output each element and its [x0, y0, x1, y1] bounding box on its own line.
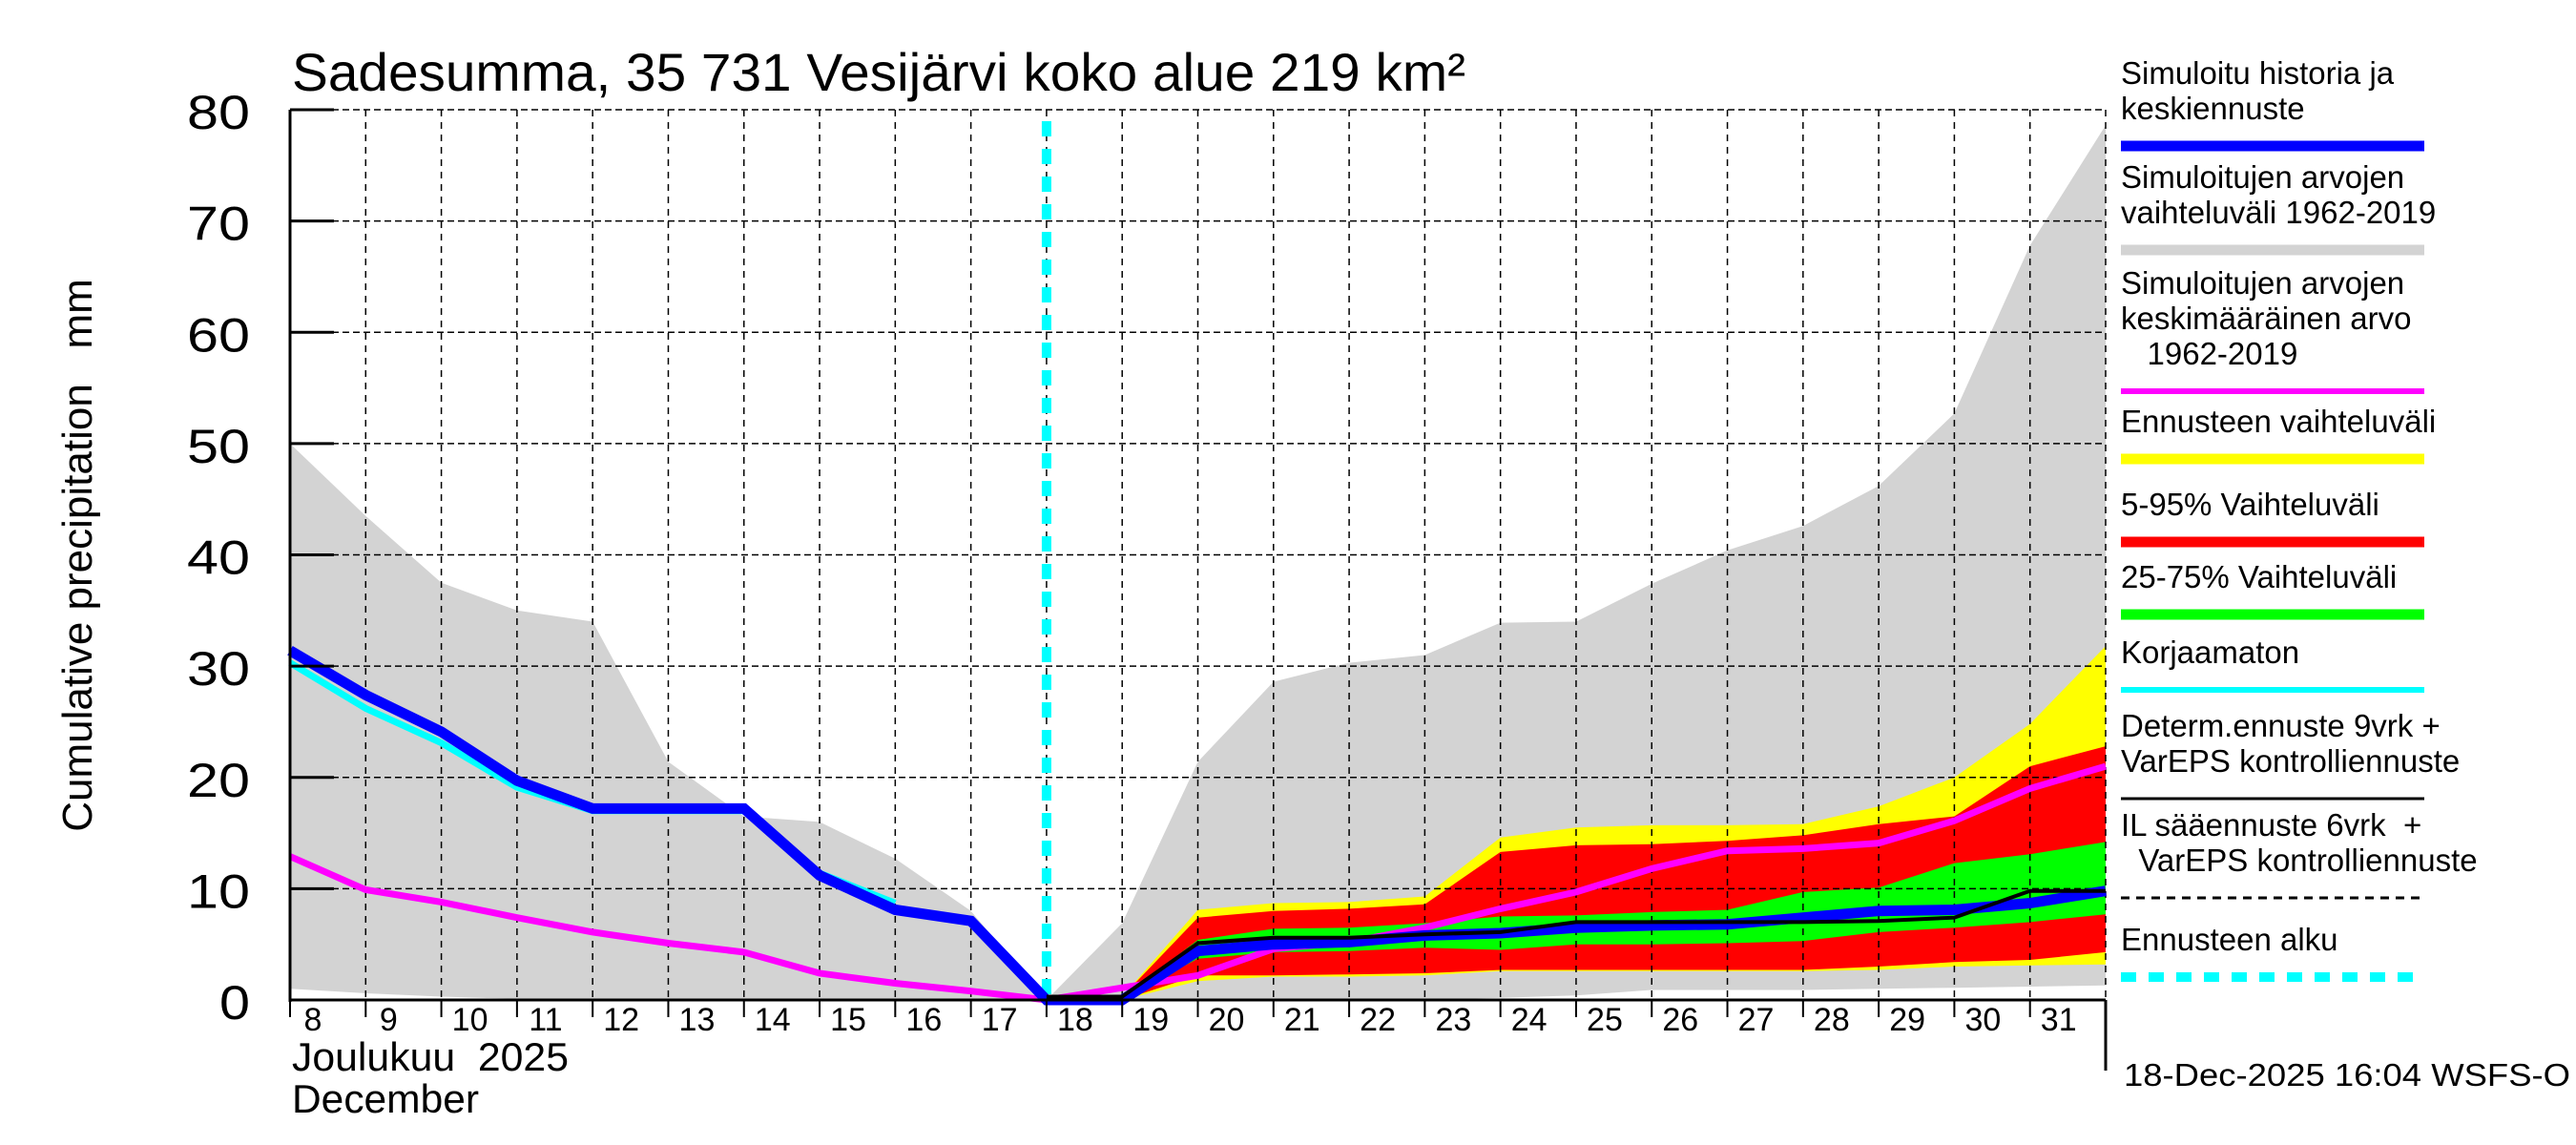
legend-label: Ennusteen alku: [2121, 922, 2338, 957]
x-tick-label: 15: [830, 1002, 866, 1038]
x-tick-label: 11: [529, 1002, 562, 1038]
timestamp: 18-Dec-2025 16:04 WSFS-O: [2124, 1057, 2570, 1093]
x-tick-label: 24: [1511, 1002, 1548, 1038]
y-tick-label: 30: [187, 642, 250, 696]
legend-label: keskiennuste: [2121, 91, 2305, 126]
x-tick-label: 26: [1662, 1002, 1698, 1038]
x-tick-label: 21: [1284, 1002, 1320, 1038]
legend-label: Simuloitujen arvojen: [2121, 265, 2404, 301]
legend: Simuloitu historia jakeskiennusteSimuloi…: [2121, 55, 2478, 982]
legend-item: IL sääennuste 6vrk + VarEPS kontrollienn…: [2121, 807, 2478, 900]
x-tick-label: 25: [1587, 1002, 1623, 1038]
x-tick-label: 9: [380, 1002, 398, 1038]
y-tick-label: 20: [187, 754, 250, 807]
chart-title: Sadesumma, 35 731 Vesijärvi koko alue 21…: [292, 42, 1465, 102]
legend-label: 5-95% Vaihteluväli: [2121, 487, 2379, 522]
legend-label: 1962-2019: [2121, 336, 2297, 371]
x-tick-label: 29: [1889, 1002, 1925, 1038]
x-tick-label: 23: [1435, 1002, 1471, 1038]
legend-label: Korjaamaton: [2121, 635, 2299, 670]
x-tick-label: 17: [982, 1002, 1018, 1038]
legend-item: 25-75% Vaihteluväli: [2121, 559, 2424, 620]
legend-label: Simuloitujen arvojen: [2121, 159, 2404, 195]
y-tick-label: 70: [187, 198, 250, 251]
series-layer: [287, 121, 2107, 1006]
x-tick-label: 19: [1132, 1002, 1169, 1038]
y-tick-label: 0: [219, 976, 250, 1030]
x-tick-labels: 8 9 10 11 12 13 14 15 16 17 18 19 20 21 22 23 24 25 26 27 28…: [304, 1002, 2077, 1038]
x-tick-label: 27: [1738, 1002, 1775, 1038]
legend-item: Korjaamaton: [2121, 635, 2424, 693]
x-axis-month-label-english: December: [292, 1076, 479, 1121]
y-tick-labels: 0 10 20 30 40 50 60 70 80: [187, 86, 250, 1030]
y-tick-label: 40: [187, 531, 250, 585]
legend-item: Ennusteen alku: [2121, 922, 2424, 982]
x-axis-month-label: Joulukuu 2025: [292, 1034, 569, 1079]
legend-label: vaihteluväli 1962-2019: [2121, 195, 2436, 230]
legend-item: 5-95% Vaihteluväli: [2121, 487, 2424, 548]
x-tick-label: 18: [1057, 1002, 1093, 1038]
x-tick-label: 16: [905, 1002, 942, 1038]
legend-label: Simuloitu historia ja: [2121, 55, 2395, 91]
x-tick-label: 10: [452, 1002, 488, 1038]
x-tick-label: 28: [1814, 1002, 1850, 1038]
x-tick-label: 20: [1209, 1002, 1245, 1038]
x-tick-label: 8: [304, 1002, 322, 1038]
y-tick-label: 80: [187, 86, 250, 139]
y-tick-label: 50: [187, 420, 250, 473]
x-tick-label: 13: [679, 1002, 716, 1038]
axes-layer: [288, 108, 2108, 1071]
x-tick-label: 14: [755, 1002, 791, 1038]
legend-item: Ennusteen vaihteluväli: [2121, 404, 2436, 465]
y-tick-label: 10: [187, 864, 250, 918]
legend-item: Determ.ennuste 9vrk +VarEPS kontrollienn…: [2121, 708, 2460, 801]
legend-label: IL sääennuste 6vrk +: [2121, 807, 2421, 843]
legend-label: Determ.ennuste 9vrk +: [2121, 708, 2441, 743]
legend-label: VarEPS kontrolliennuste: [2121, 743, 2460, 779]
grid-layer: [290, 109, 2107, 1000]
x-tick-label: 12: [603, 1002, 639, 1038]
y-axis-label: Cumulative precipitation mm: [54, 279, 101, 832]
legend-label: Ennusteen vaihteluväli: [2121, 404, 2436, 439]
legend-label: keskimääräinen arvo: [2121, 301, 2411, 336]
x-tick-label: 30: [1965, 1002, 2002, 1038]
x-tick-label: 22: [1360, 1002, 1396, 1038]
x-tick-label: 31: [2041, 1002, 2077, 1038]
legend-label: VarEPS kontrolliennuste: [2121, 843, 2478, 878]
legend-label: 25-75% Vaihteluväli: [2121, 559, 2397, 594]
y-tick-label: 60: [187, 308, 250, 362]
